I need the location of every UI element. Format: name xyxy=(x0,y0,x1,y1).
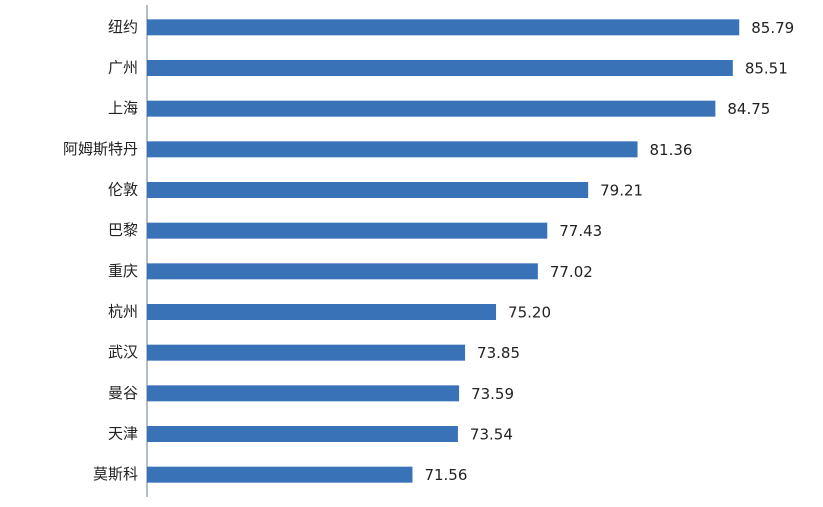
bar xyxy=(147,141,638,158)
y-tick-label: 曼谷 xyxy=(108,384,138,402)
bar xyxy=(147,263,538,280)
y-tick-label: 上海 xyxy=(108,99,138,117)
bar xyxy=(147,182,589,198)
bar xyxy=(147,19,740,36)
value-label: 77.02 xyxy=(550,263,593,281)
y-tick-label: 广州 xyxy=(108,59,138,77)
value-label: 71.56 xyxy=(424,466,467,484)
y-tick-label: 伦敦 xyxy=(108,181,138,199)
value-label: 73.54 xyxy=(470,426,513,444)
y-tick-label: 莫斯科 xyxy=(93,465,138,483)
value-label: 73.59 xyxy=(471,385,514,403)
value-label: 77.43 xyxy=(559,222,602,240)
y-tick-label: 重庆 xyxy=(108,262,138,280)
value-label: 75.20 xyxy=(508,304,551,322)
y-tick-label: 武汉 xyxy=(108,343,138,361)
bar xyxy=(147,466,413,483)
y-tick-label: 天津 xyxy=(108,425,138,443)
bar xyxy=(147,344,466,361)
bar xyxy=(147,385,460,402)
value-label: 85.51 xyxy=(745,60,788,78)
bar xyxy=(147,304,497,320)
y-tick-label: 纽约 xyxy=(108,18,138,36)
y-tick-label: 巴黎 xyxy=(108,221,138,239)
value-label: 84.75 xyxy=(727,100,770,118)
bar xyxy=(147,60,733,76)
bar xyxy=(147,222,548,239)
value-label: 79.21 xyxy=(600,182,643,200)
bar xyxy=(147,100,716,117)
bar xyxy=(147,426,458,442)
value-label: 81.36 xyxy=(650,141,693,159)
value-label: 85.79 xyxy=(751,19,794,37)
y-tick-label: 杭州 xyxy=(108,303,138,321)
value-label: 73.85 xyxy=(477,344,520,362)
y-tick-label: 阿姆斯特丹 xyxy=(63,140,138,158)
